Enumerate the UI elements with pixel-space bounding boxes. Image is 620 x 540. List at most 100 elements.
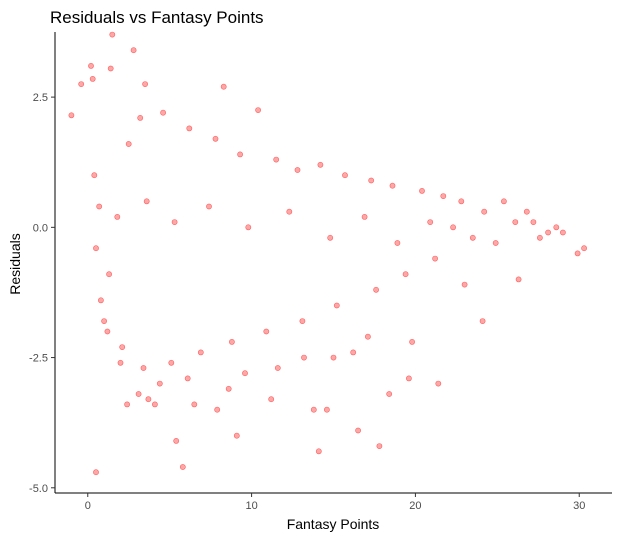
data-point <box>206 203 212 210</box>
data-point <box>107 65 114 72</box>
data-point <box>350 349 357 356</box>
data-point <box>93 469 99 476</box>
data-point <box>184 375 191 382</box>
data-point <box>104 328 111 335</box>
data-point <box>479 318 486 324</box>
data-point <box>405 375 412 382</box>
data-point <box>386 391 393 397</box>
data-point <box>114 213 121 220</box>
data-point <box>537 234 543 241</box>
data-point <box>333 302 340 309</box>
chart-title: Residuals vs Fantasy Points <box>50 8 264 27</box>
data-point <box>560 229 566 236</box>
y-tick-label: 0.0 <box>33 222 48 234</box>
data-point <box>171 219 178 225</box>
data-point <box>301 354 307 361</box>
data-point <box>481 208 488 215</box>
data-point <box>186 125 193 132</box>
scatter-points <box>68 31 587 476</box>
data-point <box>140 365 147 371</box>
data-point <box>402 271 409 278</box>
data-point <box>119 344 126 350</box>
data-point <box>469 234 476 241</box>
data-point <box>330 354 337 361</box>
data-point <box>310 406 317 413</box>
data-point <box>432 255 438 262</box>
data-point <box>117 359 124 366</box>
data-point <box>376 443 383 449</box>
data-point <box>143 198 150 205</box>
data-point <box>168 359 175 366</box>
y-tick-label: -2.5 <box>29 353 48 365</box>
data-point <box>88 63 94 69</box>
data-point <box>530 219 537 225</box>
data-point <box>156 380 163 387</box>
data-point <box>273 156 280 163</box>
data-point <box>101 318 107 324</box>
data-point <box>355 427 361 434</box>
data-point <box>364 333 371 340</box>
data-point <box>440 193 447 199</box>
data-point <box>212 135 219 142</box>
y-tick-label: 2.5 <box>33 92 48 104</box>
data-point <box>160 109 166 116</box>
x-axis-ticks: 0 10 20 30 <box>85 493 585 512</box>
data-point <box>373 286 379 293</box>
data-point <box>545 229 551 236</box>
x-tick-label: 30 <box>573 500 585 512</box>
data-point <box>427 219 434 225</box>
data-point <box>91 172 98 179</box>
data-point <box>419 187 425 194</box>
data-point <box>242 370 248 377</box>
data-point <box>515 276 522 283</box>
data-point <box>151 401 158 408</box>
data-point <box>68 112 75 119</box>
data-point <box>327 234 334 241</box>
data-point <box>225 385 232 392</box>
data-point <box>89 76 96 82</box>
data-point <box>98 297 104 304</box>
data-point <box>191 401 198 408</box>
data-point <box>268 396 275 403</box>
data-point <box>553 224 560 231</box>
data-point <box>368 177 375 184</box>
data-point <box>109 31 116 38</box>
data-point <box>361 213 368 220</box>
data-point <box>394 240 401 246</box>
data-point <box>500 198 507 205</box>
data-point <box>323 406 330 413</box>
data-point <box>233 432 240 439</box>
data-point <box>315 448 322 455</box>
data-point <box>342 172 348 179</box>
data-point <box>245 224 252 231</box>
y-axis-ticks: -5.0 -2.5 0.0 2.5 <box>29 92 55 495</box>
data-point <box>106 271 112 278</box>
data-point <box>96 203 103 210</box>
data-point <box>299 318 306 324</box>
data-point <box>286 208 293 215</box>
data-point <box>214 406 221 413</box>
data-point <box>581 245 587 252</box>
data-point <box>389 182 396 189</box>
data-point <box>317 161 324 168</box>
data-point <box>124 401 130 408</box>
x-axis-title: Fantasy Points <box>287 516 380 532</box>
data-point <box>142 81 148 87</box>
data-point <box>125 141 132 147</box>
data-point <box>294 167 301 173</box>
data-point <box>263 328 270 335</box>
data-point <box>137 115 144 121</box>
y-axis-title: Residuals <box>7 233 23 294</box>
data-point <box>179 464 186 470</box>
data-point <box>130 47 137 54</box>
data-point <box>409 338 415 345</box>
data-point <box>458 198 465 205</box>
data-point <box>574 250 581 257</box>
x-tick-label: 0 <box>85 500 91 512</box>
data-point <box>512 219 519 225</box>
x-tick-label: 20 <box>409 500 421 512</box>
data-point <box>197 349 204 356</box>
x-tick-label: 10 <box>245 500 257 512</box>
y-tick-label: -5.0 <box>29 483 48 495</box>
data-point <box>145 396 152 403</box>
